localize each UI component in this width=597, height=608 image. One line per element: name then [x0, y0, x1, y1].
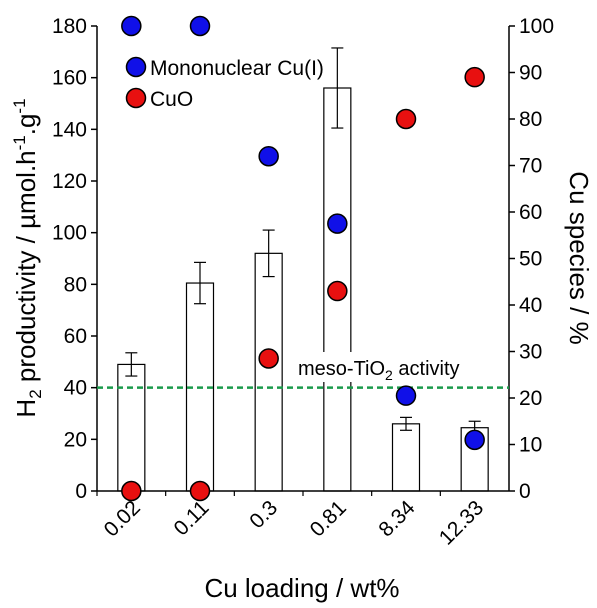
- right-tick-label: 100: [519, 15, 554, 38]
- point-mononuclear-0.02: [121, 15, 142, 37]
- right-tick-label: 10: [519, 434, 542, 457]
- x-tick-label: 0.81: [306, 496, 351, 541]
- point-cuo-0.3: [258, 348, 279, 369]
- left-tick-label: 100: [52, 222, 87, 245]
- legend: Mononuclear Cu(I) CuO: [125, 56, 324, 111]
- left-tick-label: 40: [64, 377, 87, 400]
- point-cuo-8.34: [395, 108, 417, 130]
- reference-layer: meso-TiO2 activity: [97, 352, 509, 389]
- left-tick-label: 0: [75, 480, 87, 503]
- right-tick-label: 30: [519, 341, 542, 364]
- reference-label: meso-TiO2 activity: [298, 358, 460, 383]
- right-tick-label: 60: [519, 201, 542, 224]
- bar-0.3: [254, 252, 283, 492]
- x-axis-title: Cu loading / wt%: [204, 573, 399, 603]
- right-tick-label: 90: [519, 62, 542, 85]
- right-tick-label: 20: [519, 387, 542, 410]
- x-tick-label: 0.3: [245, 496, 282, 533]
- point-mononuclear-0.3: [258, 145, 279, 167]
- x-tick-label: 12.33: [435, 496, 488, 549]
- left-tick-label: 140: [52, 118, 87, 141]
- bar-0.02: [117, 363, 146, 492]
- point-cuo-12.33: [464, 66, 485, 88]
- left-tick-label: 160: [52, 67, 87, 90]
- x-tick-label: 0.02: [100, 496, 145, 541]
- points-layer: [121, 15, 485, 502]
- x-tick-label: 0.11: [169, 496, 213, 540]
- legend-label-cuo: CuO: [150, 88, 193, 111]
- legend-label-mononuclear: Mononuclear Cu(I): [150, 57, 324, 80]
- y2-axis-title: Cu species / %: [564, 171, 594, 344]
- x-ticks: 0.02 0.11 0.3 0.81 8.34 12.33: [96, 491, 488, 550]
- left-tick-label: 20: [64, 428, 87, 451]
- point-mononuclear-8.34: [395, 385, 417, 406]
- left-ticks: 0 20 40 60 80 100 120 140 160 180: [52, 15, 97, 503]
- point-mononuclear-0.81: [327, 213, 348, 234]
- x-tick-label: 8.34: [374, 496, 419, 541]
- left-tick-label: 120: [52, 170, 87, 193]
- bars-layer: [117, 47, 489, 492]
- right-tick-label: 0: [519, 480, 531, 503]
- left-tick-label: 60: [64, 325, 87, 348]
- point-mononuclear-0.11: [189, 15, 211, 37]
- right-tick-label: 40: [519, 294, 542, 317]
- right-tick-label: 70: [519, 155, 542, 178]
- point-cuo-0.11: [189, 480, 211, 502]
- y-axis-title: H2 productivity / µmol.h-1.g-1: [10, 98, 45, 417]
- point-cuo-0.81: [327, 280, 348, 302]
- right-tick-label: 50: [519, 248, 542, 271]
- reference-label-background: [295, 352, 508, 382]
- point-cuo-0.02: [121, 480, 142, 502]
- point-mononuclear-12.33: [464, 429, 485, 451]
- bar-8.34: [391, 423, 421, 492]
- left-tick-label: 180: [52, 15, 87, 38]
- legend-marker-mononuclear: [125, 56, 147, 78]
- right-ticks: 0 10 20 30 40 50 60 70 80 90 100: [509, 15, 554, 503]
- right-tick-label: 80: [519, 108, 542, 131]
- left-tick-label: 80: [64, 273, 87, 296]
- legend-marker-cuo: [125, 87, 147, 109]
